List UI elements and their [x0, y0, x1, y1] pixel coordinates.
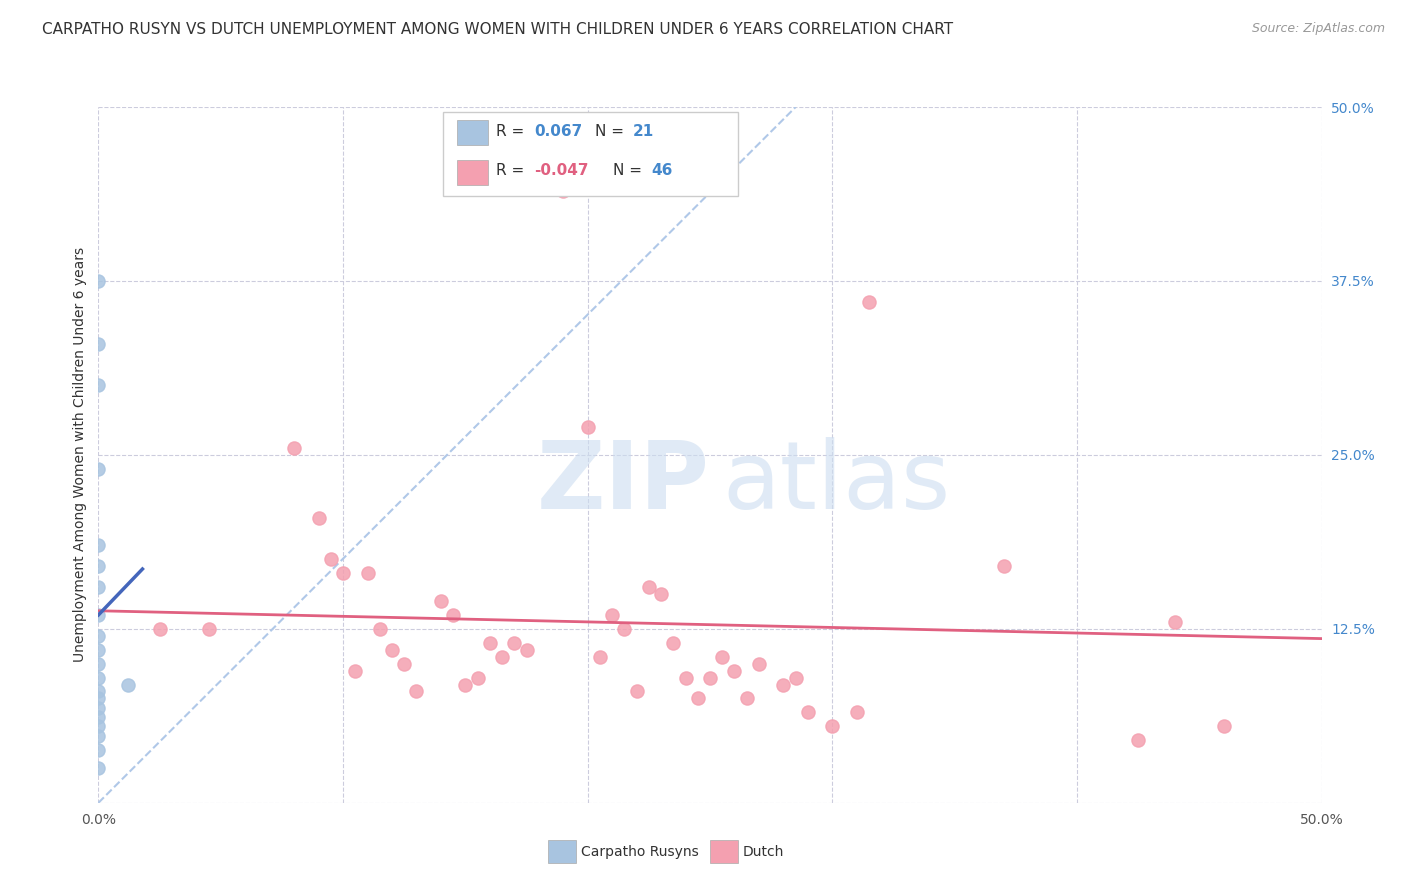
- Point: [87, 709, 110, 723]
- Point: [319, 552, 342, 566]
- Point: [87, 743, 110, 757]
- Point: [993, 559, 1015, 574]
- Point: [441, 607, 464, 622]
- Point: [117, 677, 139, 691]
- Point: [87, 629, 110, 643]
- Text: atlas: atlas: [723, 437, 950, 529]
- Y-axis label: Unemployment Among Women with Children Under 6 years: Unemployment Among Women with Children U…: [73, 247, 87, 663]
- Point: [87, 701, 110, 715]
- Point: [87, 580, 110, 594]
- Point: [686, 691, 709, 706]
- Text: Source: ZipAtlas.com: Source: ZipAtlas.com: [1251, 22, 1385, 36]
- Point: [748, 657, 770, 671]
- Point: [637, 580, 661, 594]
- Point: [381, 642, 404, 657]
- Point: [344, 664, 367, 678]
- Point: [87, 761, 110, 775]
- Point: [1128, 733, 1150, 747]
- Point: [405, 684, 427, 698]
- Text: N =: N =: [595, 124, 628, 138]
- Point: [576, 420, 599, 434]
- Point: [858, 294, 880, 309]
- Point: [675, 671, 697, 685]
- Point: [368, 622, 391, 636]
- Text: N =: N =: [613, 163, 647, 178]
- Point: [87, 538, 110, 552]
- Point: [845, 706, 868, 720]
- Point: [392, 657, 416, 671]
- Point: [454, 677, 477, 691]
- Point: [553, 184, 575, 198]
- Point: [662, 636, 685, 650]
- Point: [87, 719, 110, 733]
- Point: [332, 566, 354, 581]
- Point: [87, 462, 110, 476]
- Point: [772, 677, 794, 691]
- Point: [308, 510, 330, 524]
- Point: [785, 671, 807, 685]
- Point: [478, 636, 501, 650]
- Point: [430, 594, 453, 608]
- Point: [650, 587, 672, 601]
- Point: [87, 671, 110, 685]
- Point: [87, 691, 110, 706]
- Text: R =: R =: [496, 124, 530, 138]
- Text: 21: 21: [633, 124, 654, 138]
- Point: [467, 671, 489, 685]
- Point: [356, 566, 378, 581]
- Point: [197, 622, 219, 636]
- Text: R =: R =: [496, 163, 530, 178]
- Point: [515, 642, 537, 657]
- Point: [699, 671, 721, 685]
- Text: 0.067: 0.067: [534, 124, 582, 138]
- Point: [589, 649, 612, 664]
- Point: [711, 649, 734, 664]
- Point: [735, 691, 758, 706]
- Point: [87, 559, 110, 574]
- Text: Carpatho Rusyns: Carpatho Rusyns: [581, 845, 699, 859]
- Point: [1164, 615, 1187, 629]
- Point: [491, 649, 513, 664]
- Text: ZIP: ZIP: [537, 437, 710, 529]
- Point: [283, 441, 305, 455]
- Text: CARPATHO RUSYN VS DUTCH UNEMPLOYMENT AMONG WOMEN WITH CHILDREN UNDER 6 YEARS COR: CARPATHO RUSYN VS DUTCH UNEMPLOYMENT AMO…: [42, 22, 953, 37]
- Point: [87, 336, 110, 351]
- Point: [87, 657, 110, 671]
- Point: [87, 729, 110, 743]
- Point: [626, 684, 648, 698]
- Text: -0.047: -0.047: [534, 163, 589, 178]
- Point: [87, 607, 110, 622]
- Point: [600, 607, 623, 622]
- Point: [797, 706, 820, 720]
- Point: [613, 622, 636, 636]
- Point: [87, 642, 110, 657]
- Point: [1212, 719, 1234, 733]
- Point: [503, 636, 526, 650]
- Point: [149, 622, 172, 636]
- Point: [821, 719, 844, 733]
- Point: [723, 664, 745, 678]
- Point: [87, 274, 110, 288]
- Point: [87, 684, 110, 698]
- Text: Dutch: Dutch: [742, 845, 783, 859]
- Point: [87, 378, 110, 392]
- Text: 46: 46: [651, 163, 672, 178]
